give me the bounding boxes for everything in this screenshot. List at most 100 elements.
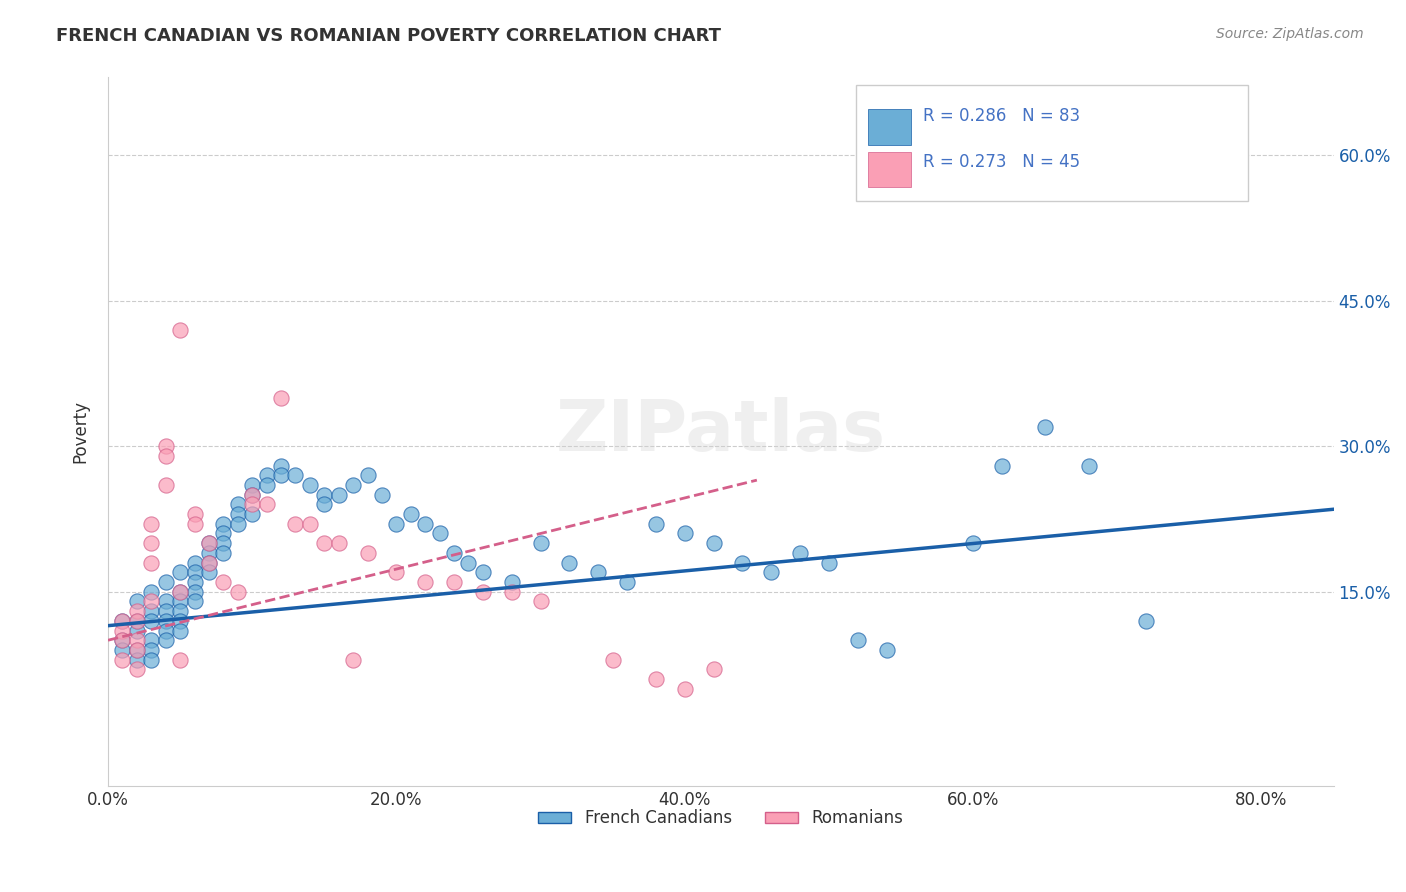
Point [731, 556, 754, 570]
Point [198, 536, 221, 550]
Point [212, 526, 235, 541]
Point [818, 556, 841, 570]
Point [399, 507, 422, 521]
Point [673, 681, 696, 696]
Point [616, 574, 638, 589]
Point [183, 566, 205, 580]
Point [155, 614, 177, 628]
Point [212, 546, 235, 560]
Point [212, 536, 235, 550]
Point [212, 574, 235, 589]
Point [529, 594, 551, 608]
Point [141, 604, 163, 618]
Point [342, 653, 364, 667]
Point [169, 584, 191, 599]
Text: FRENCH CANADIAN VS ROMANIAN POVERTY CORRELATION CHART: FRENCH CANADIAN VS ROMANIAN POVERTY CORR… [56, 27, 721, 45]
Point [155, 478, 177, 492]
Point [298, 478, 321, 492]
Point [125, 594, 148, 608]
Point [371, 488, 394, 502]
Point [240, 488, 263, 502]
Point [1033, 419, 1056, 434]
Point [155, 624, 177, 638]
Point [111, 633, 134, 648]
Point [111, 653, 134, 667]
Point [226, 516, 249, 531]
Point [314, 536, 336, 550]
Point [429, 526, 451, 541]
FancyBboxPatch shape [856, 85, 1249, 202]
Point [125, 662, 148, 676]
Point [240, 478, 263, 492]
Point [141, 633, 163, 648]
Point [471, 584, 494, 599]
Point [270, 391, 292, 405]
Point [443, 546, 465, 560]
Point [183, 507, 205, 521]
Point [457, 556, 479, 570]
Point [413, 574, 436, 589]
Point [125, 624, 148, 638]
Point [1135, 614, 1157, 628]
Point [141, 584, 163, 599]
Point [328, 488, 350, 502]
Point [125, 643, 148, 657]
Point [270, 458, 292, 473]
Point [558, 556, 581, 570]
Point [125, 633, 148, 648]
Point [111, 614, 134, 628]
Point [155, 633, 177, 648]
Point [314, 488, 336, 502]
Point [443, 574, 465, 589]
Point [169, 653, 191, 667]
Point [183, 594, 205, 608]
FancyBboxPatch shape [868, 110, 911, 145]
Point [645, 516, 668, 531]
Point [240, 497, 263, 511]
Point [183, 556, 205, 570]
Point [256, 497, 278, 511]
Point [761, 566, 783, 580]
Point [284, 468, 307, 483]
Point [198, 536, 221, 550]
Point [169, 584, 191, 599]
Point [198, 556, 221, 570]
Point [155, 449, 177, 463]
Point [155, 439, 177, 453]
Point [183, 584, 205, 599]
Point [703, 536, 725, 550]
Point [256, 468, 278, 483]
Point [789, 546, 811, 560]
Point [240, 507, 263, 521]
Point [385, 566, 408, 580]
Point [226, 507, 249, 521]
Point [125, 614, 148, 628]
Point [529, 536, 551, 550]
Point [471, 566, 494, 580]
Point [298, 516, 321, 531]
Point [501, 584, 523, 599]
Point [673, 526, 696, 541]
Point [125, 643, 148, 657]
Point [198, 546, 221, 560]
Point [111, 614, 134, 628]
Point [155, 574, 177, 589]
Point [155, 594, 177, 608]
Y-axis label: Poverty: Poverty [72, 401, 89, 463]
Point [876, 643, 898, 657]
Point [198, 556, 221, 570]
Point [602, 653, 624, 667]
Point [155, 604, 177, 618]
Point [125, 653, 148, 667]
Point [846, 633, 869, 648]
Point [111, 624, 134, 638]
Point [270, 468, 292, 483]
Point [991, 458, 1014, 473]
Point [413, 516, 436, 531]
Point [125, 614, 148, 628]
Text: R = 0.286   N = 83: R = 0.286 N = 83 [924, 107, 1080, 126]
Point [169, 566, 191, 580]
Point [169, 624, 191, 638]
Point [141, 653, 163, 667]
Point [645, 672, 668, 686]
